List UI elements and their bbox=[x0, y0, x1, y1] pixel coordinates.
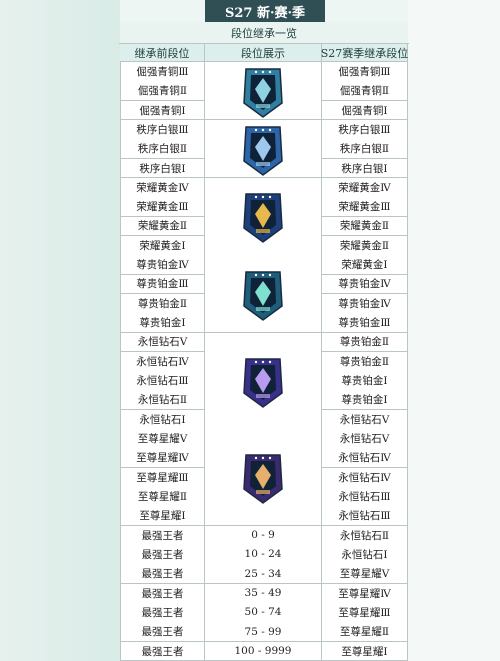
cell-before: 荣耀黄金Ⅰ bbox=[120, 235, 205, 256]
cell-before: 秩序白银Ⅲ bbox=[120, 119, 205, 140]
cell-after: 至尊星耀Ⅴ bbox=[322, 564, 408, 585]
cell-before: 荣耀黄金Ⅳ bbox=[120, 177, 205, 198]
cell-before: 永恒钻石Ⅱ bbox=[120, 390, 205, 411]
rank-badge bbox=[243, 270, 283, 321]
cell-before: 至尊星耀Ⅰ bbox=[120, 506, 205, 527]
column-header: S27赛季继承段位 bbox=[321, 44, 408, 62]
cell-before: 永恒钻石Ⅴ bbox=[120, 332, 205, 353]
column-header: 段位展示 bbox=[205, 44, 322, 62]
cell-after: 荣耀黄金Ⅲ bbox=[322, 197, 408, 218]
cell-before: 倔强青铜Ⅱ bbox=[120, 81, 205, 102]
badge-cell bbox=[205, 62, 322, 121]
column-header: 继承前段位 bbox=[120, 44, 205, 62]
background-right bbox=[408, 0, 500, 661]
rank-badge bbox=[243, 125, 283, 176]
badge-cell bbox=[205, 119, 322, 179]
cell-after: 至尊星耀Ⅳ bbox=[322, 583, 408, 604]
cell-after: 永恒钻石Ⅲ bbox=[322, 487, 408, 507]
cell-after: 尊贵铂金Ⅱ bbox=[322, 332, 408, 353]
cell-before: 尊贵铂金Ⅳ bbox=[120, 255, 205, 276]
cell-after: 倔强青铜Ⅲ bbox=[322, 62, 408, 82]
cell-before: 最强王者 bbox=[120, 545, 205, 565]
cell-after: 倔强青铜Ⅱ bbox=[322, 81, 408, 102]
cell-after: 至尊星耀Ⅲ bbox=[322, 603, 408, 623]
cell-stars: 75 - 99 bbox=[205, 622, 322, 643]
cell-after: 荣耀黄金Ⅰ bbox=[322, 255, 408, 276]
cell-stars: 0 - 9 bbox=[205, 525, 322, 546]
cell-before: 最强王者 bbox=[120, 622, 205, 643]
cell-stars: 35 - 49 bbox=[205, 583, 322, 604]
cell-before: 最强王者 bbox=[120, 641, 205, 661]
cell-before: 永恒钻石Ⅳ bbox=[120, 351, 205, 372]
cell-stars: 10 - 24 bbox=[205, 545, 322, 565]
cell-after: 倔强青铜Ⅰ bbox=[322, 100, 408, 121]
cell-after: 尊贵铂金Ⅰ bbox=[322, 390, 408, 411]
cell-after: 秩序白银Ⅰ bbox=[322, 158, 408, 179]
cell-before: 倔强青铜Ⅲ bbox=[120, 62, 205, 82]
cell-before: 尊贵铂金Ⅲ bbox=[120, 274, 205, 295]
cell-after: 尊贵铂金Ⅲ bbox=[322, 313, 408, 333]
cell-before: 倔强青铜Ⅰ bbox=[120, 100, 205, 121]
cell-after: 荣耀黄金Ⅳ bbox=[322, 177, 408, 198]
cell-after: 永恒钻石Ⅲ bbox=[322, 506, 408, 527]
cell-before: 最强王者 bbox=[120, 564, 205, 585]
cell-before: 最强王者 bbox=[120, 583, 205, 604]
rank-badge bbox=[243, 67, 283, 118]
cell-after: 荣耀黄金Ⅱ bbox=[322, 216, 408, 237]
cell-before: 至尊星耀Ⅳ bbox=[120, 448, 205, 469]
badge-cell bbox=[205, 255, 322, 333]
cell-before: 秩序白银Ⅱ bbox=[120, 139, 205, 160]
badge-cell bbox=[205, 429, 322, 527]
cell-after: 至尊星耀Ⅰ bbox=[322, 641, 408, 661]
cell-before: 永恒钻石Ⅲ bbox=[120, 371, 205, 391]
rank-badge bbox=[243, 193, 283, 244]
cell-after: 秩序白银Ⅲ bbox=[322, 119, 408, 140]
cell-before: 荣耀黄金Ⅲ bbox=[120, 197, 205, 218]
cell-after: 尊贵铂金Ⅰ bbox=[322, 371, 408, 391]
cell-after: 永恒钻石Ⅴ bbox=[322, 429, 408, 449]
cell-before: 秩序白银Ⅰ bbox=[120, 158, 205, 179]
cell-after: 尊贵铂金Ⅳ bbox=[322, 293, 408, 314]
cell-stars: 100 - 9999 bbox=[205, 641, 322, 661]
badge-cell bbox=[205, 332, 322, 430]
cell-before: 尊贵铂金Ⅰ bbox=[120, 313, 205, 333]
cell-before: 至尊星耀Ⅴ bbox=[120, 429, 205, 449]
rank-badge bbox=[243, 357, 283, 408]
cell-after: 永恒钻石Ⅳ bbox=[322, 448, 408, 469]
cell-before: 最强王者 bbox=[120, 603, 205, 623]
cell-before: 荣耀黄金Ⅱ bbox=[120, 216, 205, 237]
cell-after: 尊贵铂金Ⅱ bbox=[322, 351, 408, 372]
title: S27 新·赛·季 bbox=[205, 0, 325, 22]
cell-before: 最强王者 bbox=[120, 525, 205, 546]
cell-before: 尊贵铂金Ⅱ bbox=[120, 293, 205, 314]
cell-after: 永恒钻石Ⅴ bbox=[322, 409, 408, 430]
cell-after: 荣耀黄金Ⅱ bbox=[322, 235, 408, 256]
cell-after: 尊贵铂金Ⅳ bbox=[322, 274, 408, 295]
cell-after: 永恒钻石Ⅳ bbox=[322, 467, 408, 488]
background-left bbox=[0, 0, 120, 661]
cell-after: 永恒钻石Ⅰ bbox=[322, 545, 408, 565]
table-frame bbox=[119, 43, 409, 44]
cell-before: 永恒钻石Ⅰ bbox=[120, 409, 205, 430]
rank-badge bbox=[243, 454, 283, 505]
subtitle: 段位继承一览 bbox=[120, 22, 408, 44]
cell-after: 永恒钻石Ⅱ bbox=[322, 525, 408, 546]
cell-after: 秩序白银Ⅱ bbox=[322, 139, 408, 160]
cell-stars: 50 - 74 bbox=[205, 603, 322, 623]
cell-before: 至尊星耀Ⅱ bbox=[120, 487, 205, 507]
cell-stars: 25 - 34 bbox=[205, 564, 322, 585]
badge-cell bbox=[205, 177, 322, 256]
cell-after: 至尊星耀Ⅱ bbox=[322, 622, 408, 643]
cell-before: 至尊星耀Ⅲ bbox=[120, 467, 205, 488]
